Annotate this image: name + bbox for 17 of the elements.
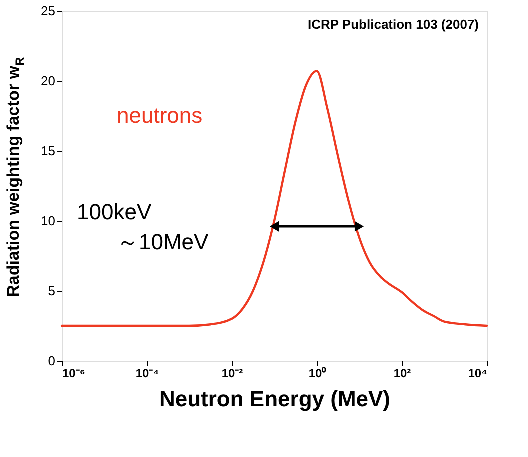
x-tick-label: 10⁴ (468, 366, 488, 380)
x-tick-label: 10⁻⁴ (136, 366, 160, 380)
x-tick-label: 10² (394, 366, 412, 380)
x-tick-label: 10⁻² (222, 366, 244, 380)
x-tick-label: 10⁰ (308, 366, 328, 380)
x-tick-label: 10⁻⁶ (62, 366, 86, 380)
y-tick-label: 15 (41, 144, 56, 158)
annotation: 100keV ～10MeV (77, 199, 210, 254)
y-tick-label: 20 (41, 74, 56, 88)
annotation: ICRP Publication 103 (2007) (308, 17, 479, 32)
y-tick-label: 5 (48, 284, 56, 298)
x-axis-title: Neutron Energy (MeV) (159, 386, 391, 412)
y-tick-label: 10 (41, 214, 56, 228)
y-tick-label: 0 (48, 354, 56, 368)
y-tick-label: 25 (41, 4, 56, 18)
text: neutrons (117, 103, 203, 128)
y-axis-title: Radiation weighting factor wR (4, 57, 27, 298)
